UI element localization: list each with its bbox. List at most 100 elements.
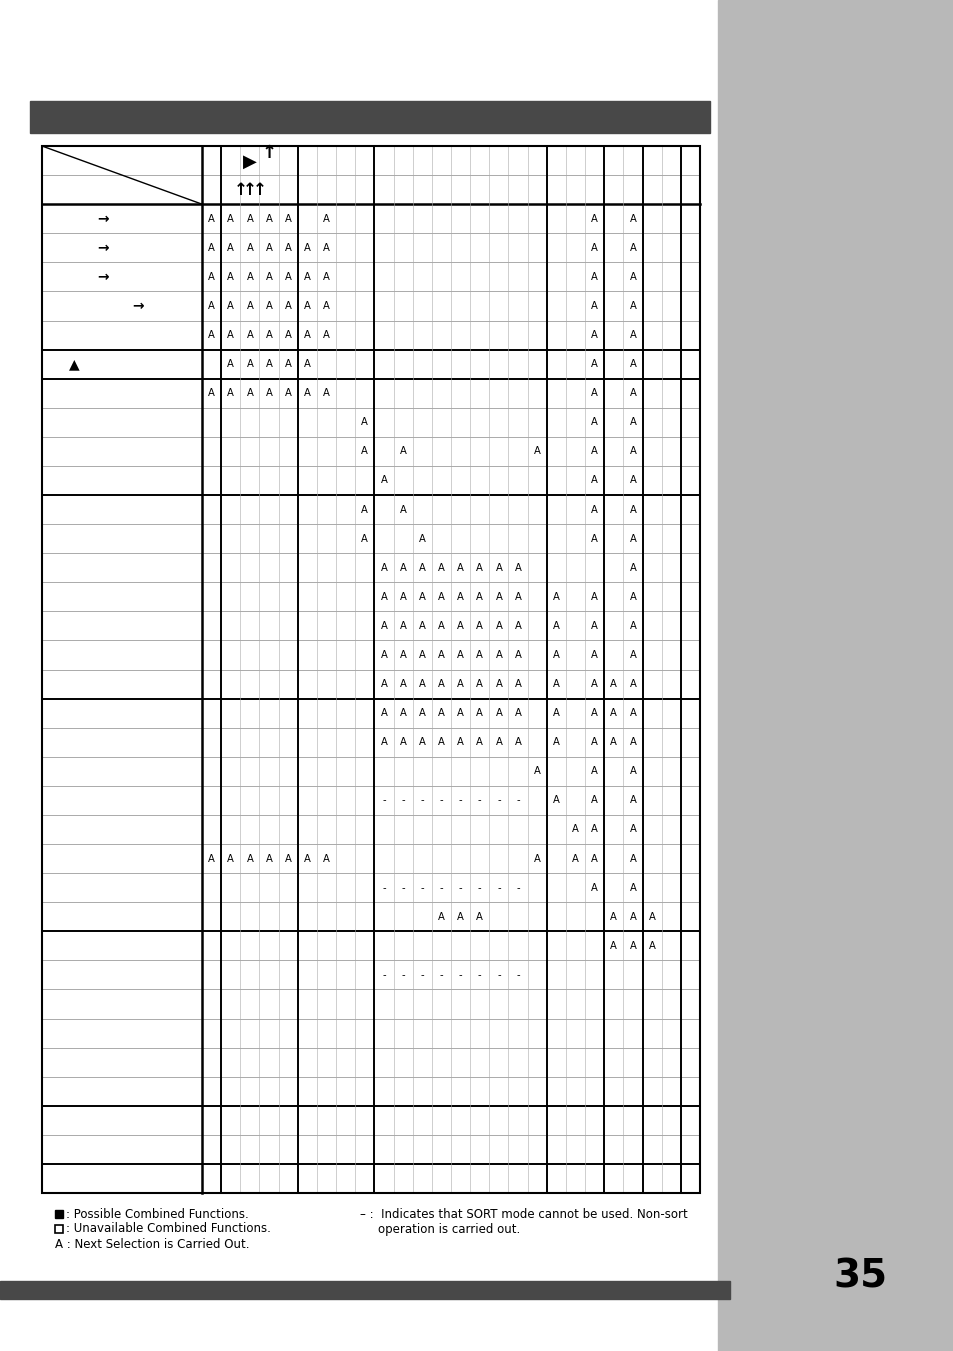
Text: A: A <box>610 708 617 719</box>
Text: A: A <box>284 388 292 399</box>
Text: A: A <box>227 243 233 253</box>
Text: A: A <box>610 738 617 747</box>
Text: A: A <box>591 272 598 282</box>
Bar <box>55 1225 63 1233</box>
Text: A: A <box>514 650 521 659</box>
Text: -: - <box>497 970 500 979</box>
Text: A: A <box>246 854 253 863</box>
Text: A: A <box>629 940 636 951</box>
Text: A: A <box>304 388 311 399</box>
Text: A: A <box>514 708 521 719</box>
Text: A: A <box>629 680 636 689</box>
Text: A: A <box>265 854 273 863</box>
Text: A: A <box>304 854 311 863</box>
Text: A: A <box>553 680 559 689</box>
Text: A: A <box>208 388 214 399</box>
Text: A: A <box>591 534 598 543</box>
Text: A: A <box>265 272 273 282</box>
Text: A: A <box>380 738 387 747</box>
Text: A: A <box>456 650 463 659</box>
Text: A: A <box>591 592 598 601</box>
Text: A: A <box>591 417 598 427</box>
Bar <box>30 101 709 132</box>
Text: A: A <box>591 243 598 253</box>
Text: A: A <box>629 650 636 659</box>
Text: -: - <box>458 882 462 893</box>
Text: A: A <box>476 738 482 747</box>
Text: A: A <box>380 621 387 631</box>
Text: A: A <box>437 592 444 601</box>
Text: A: A <box>476 621 482 631</box>
Text: A: A <box>591 504 598 515</box>
Text: ▲: ▲ <box>69 357 79 372</box>
Text: A: A <box>265 301 273 311</box>
Text: A: A <box>495 621 502 631</box>
Text: A: A <box>304 330 311 340</box>
Text: A: A <box>629 446 636 457</box>
Text: A: A <box>361 504 368 515</box>
Text: A: A <box>553 796 559 805</box>
Text: A: A <box>246 243 253 253</box>
Text: A: A <box>380 592 387 601</box>
Text: -: - <box>382 882 385 893</box>
Text: A: A <box>418 534 425 543</box>
Text: A: A <box>399 446 406 457</box>
Text: A: A <box>456 912 463 921</box>
Text: A: A <box>629 213 636 224</box>
Text: A: A <box>553 650 559 659</box>
Bar <box>42 146 700 1193</box>
Text: A: A <box>476 650 482 659</box>
Text: →: → <box>97 270 109 284</box>
Text: A: A <box>533 766 540 777</box>
Text: A: A <box>591 213 598 224</box>
Text: A: A <box>456 621 463 631</box>
Text: A: A <box>361 417 368 427</box>
Text: A: A <box>553 621 559 631</box>
Text: A : Next Selection is Carried Out.: A : Next Selection is Carried Out. <box>55 1238 250 1251</box>
Text: 35: 35 <box>832 1256 886 1296</box>
Text: A: A <box>476 912 482 921</box>
Text: A: A <box>284 301 292 311</box>
Text: A: A <box>399 563 406 573</box>
Text: -: - <box>382 796 385 805</box>
Text: A: A <box>227 272 233 282</box>
Text: A: A <box>265 359 273 369</box>
Text: A: A <box>629 563 636 573</box>
Text: A: A <box>380 476 387 485</box>
Text: -: - <box>516 882 519 893</box>
Text: A: A <box>265 243 273 253</box>
Text: A: A <box>323 272 330 282</box>
Text: A: A <box>227 388 233 399</box>
Text: A: A <box>418 650 425 659</box>
Text: A: A <box>227 359 233 369</box>
Text: A: A <box>284 854 292 863</box>
Text: A: A <box>476 592 482 601</box>
Text: operation is carried out.: operation is carried out. <box>377 1223 519 1236</box>
Text: A: A <box>284 330 292 340</box>
Text: ↑: ↑ <box>261 145 276 162</box>
Text: A: A <box>399 621 406 631</box>
Text: A: A <box>208 854 214 863</box>
Text: A: A <box>323 243 330 253</box>
Text: A: A <box>208 330 214 340</box>
Text: A: A <box>514 563 521 573</box>
Text: A: A <box>610 680 617 689</box>
Text: A: A <box>591 446 598 457</box>
Text: A: A <box>418 738 425 747</box>
Text: A: A <box>208 272 214 282</box>
Text: A: A <box>591 824 598 835</box>
Bar <box>0 1281 729 1300</box>
Text: →: → <box>132 299 144 313</box>
Text: A: A <box>591 738 598 747</box>
Text: -: - <box>439 796 443 805</box>
Text: A: A <box>572 854 578 863</box>
Text: A: A <box>380 650 387 659</box>
Text: A: A <box>456 563 463 573</box>
Text: A: A <box>495 563 502 573</box>
Text: -: - <box>477 882 481 893</box>
Text: A: A <box>380 563 387 573</box>
Text: A: A <box>227 213 233 224</box>
Text: A: A <box>304 301 311 311</box>
Text: A: A <box>629 476 636 485</box>
Text: : Unavailable Combined Functions.: : Unavailable Combined Functions. <box>66 1223 271 1236</box>
